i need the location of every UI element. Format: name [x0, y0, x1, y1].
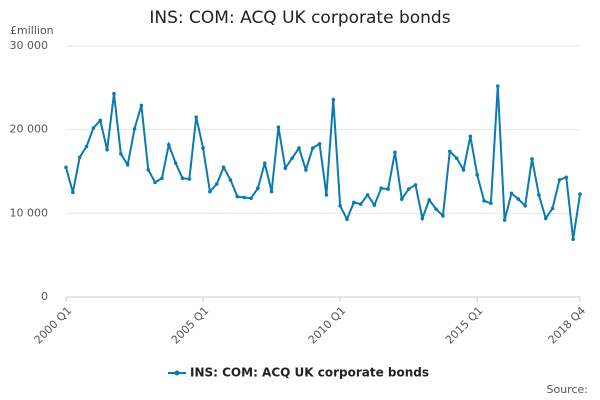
data-point — [516, 197, 521, 201]
data-point — [324, 193, 329, 197]
x-tick-label: 2005 Q1 — [169, 304, 212, 347]
data-point — [125, 163, 130, 167]
data-point — [331, 97, 336, 102]
data-point — [400, 197, 404, 201]
data-point — [173, 161, 178, 165]
data-point — [297, 146, 301, 150]
data-point — [468, 134, 473, 139]
data-point — [420, 216, 425, 221]
data-point — [530, 157, 534, 161]
data-point — [406, 187, 411, 191]
data-point — [214, 182, 219, 186]
data-point — [358, 202, 363, 206]
data-point — [256, 186, 260, 191]
data-point — [365, 193, 370, 197]
data-point — [201, 146, 205, 150]
data-point — [495, 84, 500, 88]
data-point — [523, 204, 527, 208]
x-tick-label: 2000 Q1 — [32, 304, 75, 347]
data-point — [132, 127, 137, 131]
data-point — [167, 142, 171, 147]
data-point — [269, 189, 274, 194]
data-point — [557, 178, 562, 182]
series-line — [65, 86, 581, 240]
data-point — [454, 156, 459, 160]
data-point — [194, 115, 199, 119]
data-point — [228, 178, 233, 182]
data-point — [427, 198, 432, 202]
data-point — [345, 217, 349, 221]
data-point — [71, 190, 75, 195]
data-point — [578, 192, 582, 196]
data-point — [290, 156, 294, 160]
data-point — [262, 161, 267, 165]
data-point — [441, 214, 445, 218]
x-tick-label: 2015 Q1 — [443, 304, 486, 347]
data-point — [475, 173, 480, 177]
data-point — [372, 203, 377, 207]
data-point — [112, 91, 116, 96]
data-point — [352, 200, 356, 205]
data-point — [98, 118, 103, 123]
data-point — [221, 165, 226, 170]
y-tick-label: 20 000 — [10, 123, 49, 136]
data-point — [146, 168, 151, 172]
y-tick-label: 10 000 — [10, 206, 49, 219]
data-point — [249, 196, 253, 201]
data-point — [461, 168, 466, 172]
data-point — [119, 152, 123, 156]
data-point — [208, 189, 212, 194]
data-point — [64, 165, 68, 170]
data-point — [139, 103, 144, 108]
data-point — [317, 142, 322, 146]
data-point — [489, 201, 493, 206]
data-point — [91, 126, 96, 130]
data-point — [304, 168, 308, 172]
data-point — [550, 206, 555, 211]
data-point — [180, 176, 185, 180]
data-point — [242, 195, 246, 200]
chart-title: INS: COM: ACQ UK corporate bonds — [149, 8, 450, 28]
data-point — [235, 194, 240, 199]
data-point — [160, 176, 164, 180]
data-point — [276, 125, 281, 129]
source: Source: — [547, 383, 589, 396]
data-point — [386, 187, 390, 191]
data-point — [310, 146, 315, 150]
data-point — [393, 150, 397, 155]
legend-marker — [174, 370, 180, 376]
data-point — [283, 166, 288, 170]
data-point — [77, 155, 82, 160]
data-point — [564, 175, 569, 180]
data-point — [105, 147, 109, 152]
data-point — [543, 216, 548, 221]
y-tick-label: 0 — [41, 290, 48, 303]
legend-label: INS: COM: ACQ UK corporate bonds — [190, 366, 429, 380]
data-point — [502, 218, 507, 222]
data-point — [413, 183, 418, 187]
y-axis-label: £million — [10, 24, 54, 37]
x-tick-label: 2018 Q4 — [546, 304, 589, 347]
data-point — [509, 191, 514, 196]
data-point — [447, 149, 452, 154]
y-tick-label: 30 000 — [10, 39, 49, 52]
x-tick-label: 2010 Q1 — [306, 304, 349, 347]
data-point — [434, 207, 438, 211]
data-point — [187, 177, 192, 181]
data-point — [537, 193, 541, 197]
data-point — [84, 144, 89, 149]
data-point — [571, 237, 575, 242]
data-point — [153, 180, 157, 185]
data-point — [338, 204, 342, 208]
data-point — [482, 198, 486, 203]
data-point — [379, 186, 384, 191]
